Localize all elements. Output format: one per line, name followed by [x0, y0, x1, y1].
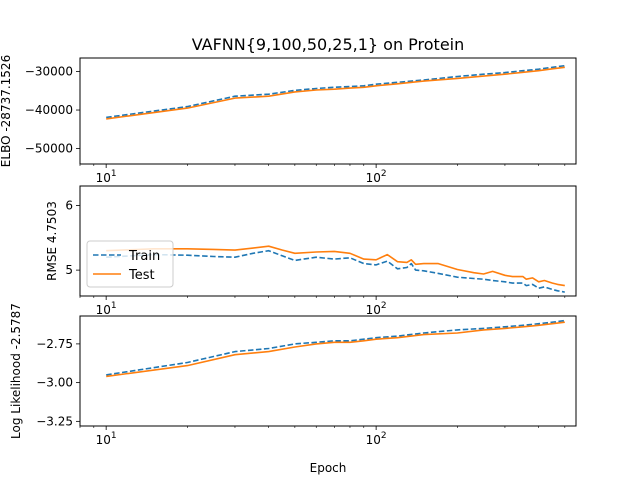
y-tick-label: −3.00	[36, 376, 73, 390]
series-line-train	[106, 319, 565, 376]
y-tick-label: −40000	[25, 103, 73, 117]
x-tick-label: 102	[366, 301, 387, 317]
subplot-2: 101 102 5 6 RMSE 4.7503 Train Test	[45, 185, 577, 317]
plot-frame	[79, 315, 577, 427]
y-tick-label: −3.25	[36, 414, 73, 428]
x-minor-ticks	[79, 164, 566, 166]
series-line-test	[106, 66, 565, 120]
y-axis-label: ELBO -28737.1526	[0, 55, 13, 167]
series-line-train	[106, 64, 565, 119]
plot-frame	[79, 57, 577, 165]
legend-box	[86, 240, 174, 288]
legend-label-train: Train	[128, 249, 160, 264]
series-line-test	[106, 245, 565, 287]
x-tick-label: 101	[96, 169, 117, 185]
y-tick-label: −30000	[25, 64, 73, 78]
plot-frame	[79, 185, 577, 297]
subplot-3: 101 102 −3.25 −3.00 −2.75 Log Likelihood -2.5…	[9, 303, 577, 475]
x-minor-ticks	[79, 426, 566, 428]
y-tick-label: 5	[65, 263, 73, 277]
x-tick-label: 102	[366, 169, 387, 185]
y-axis-label: Log Likelihood -2.5787	[9, 303, 23, 439]
y-tick-label: 6	[65, 198, 73, 212]
subplot-1: 101 102 −50000 −40000 −30000 ELBO -28737.1526	[0, 55, 577, 185]
series-line-test	[106, 321, 565, 378]
series-line-train	[106, 249, 565, 293]
figure-title: VAFNN{9,100,50,25,1} on Protein	[192, 35, 465, 54]
legend-label-test: Test	[128, 268, 155, 283]
y-tick-label: −2.75	[36, 337, 73, 351]
y-axis-label: RMSE 4.7503	[45, 201, 59, 281]
x-tick-label: 101	[96, 431, 117, 447]
legend: Train Test	[86, 240, 174, 288]
y-tick-label: −50000	[25, 142, 73, 156]
x-tick-label: 102	[366, 431, 387, 447]
x-tick-label: 101	[96, 301, 117, 317]
x-minor-ticks	[79, 296, 566, 298]
x-axis-label: Epoch	[310, 461, 347, 475]
